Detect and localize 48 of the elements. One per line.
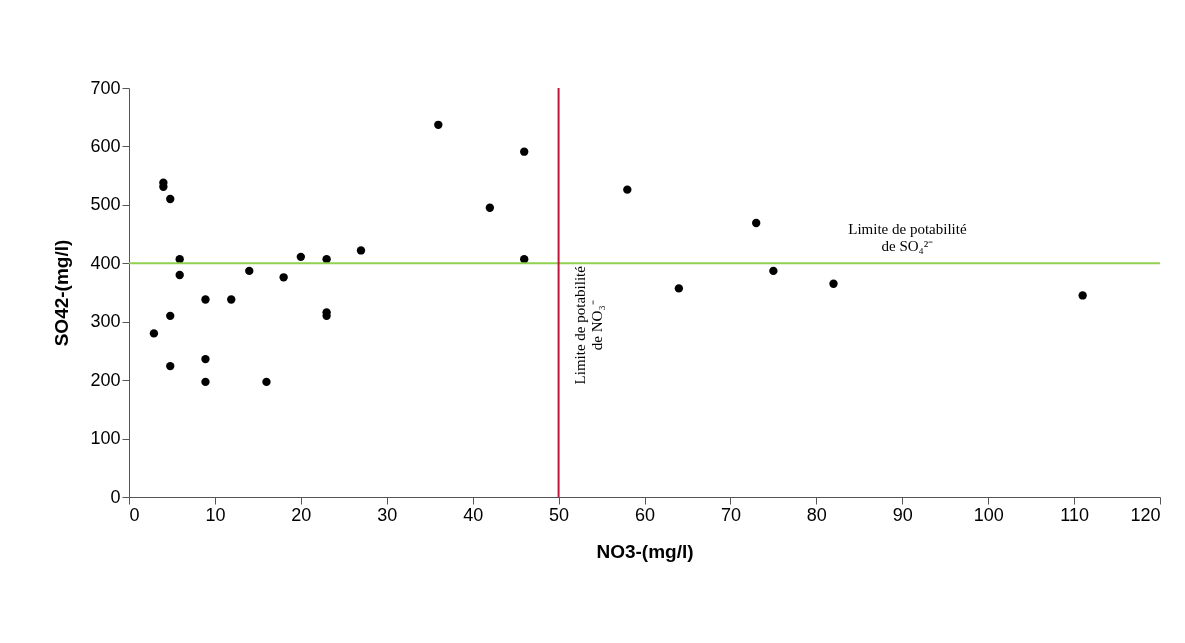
point <box>166 311 175 321</box>
point <box>201 354 210 364</box>
y-tick-label: 400 <box>90 252 121 273</box>
x-tick-label: 0 <box>129 504 140 525</box>
x-tick-label: 100 <box>973 504 1004 525</box>
point <box>434 120 443 129</box>
x-axis-title: NO3-(mg/l) <box>596 540 694 562</box>
x-tick-label: 40 <box>463 504 484 525</box>
point <box>166 361 175 371</box>
y-tick-label: 100 <box>90 428 121 449</box>
point <box>262 377 271 387</box>
x-tick-label: 60 <box>634 504 656 525</box>
point <box>245 266 254 276</box>
point <box>752 218 761 228</box>
y-tick-label: 500 <box>90 194 121 215</box>
y-tick-label: 600 <box>90 135 121 156</box>
point <box>279 273 288 282</box>
point <box>674 284 684 293</box>
point <box>1078 291 1087 300</box>
y-axis-title: SO42-(mg/l) <box>51 239 73 347</box>
x-tick-label: 20 <box>291 504 312 525</box>
point <box>166 194 175 204</box>
point <box>227 295 236 304</box>
x-tick-label: 10 <box>205 504 226 525</box>
y-tick-label: 0 <box>110 486 121 507</box>
y-tick-label: 300 <box>90 311 121 332</box>
point <box>201 295 210 304</box>
point <box>356 246 366 255</box>
x-tick-label: 30 <box>377 504 398 525</box>
point <box>149 329 159 338</box>
ref-line-label: Limite de potabilité de SO₄²⁻ <box>848 221 967 255</box>
point <box>201 377 210 387</box>
point <box>769 266 778 276</box>
x-tick-label: 110 <box>1060 504 1089 525</box>
point <box>829 279 838 288</box>
point <box>623 185 632 194</box>
x-tick-label: 90 <box>892 504 913 525</box>
point <box>296 252 306 262</box>
x-tick-label: 50 <box>549 504 570 525</box>
x-tick-label: 120 <box>1130 504 1161 525</box>
point <box>485 203 495 212</box>
ref-line-label: Limite de potabilité de NO₃⁻ <box>571 265 605 385</box>
y-tick-label: 700 <box>90 77 121 98</box>
x-tick-label: 80 <box>806 504 827 525</box>
x-tick-label: 70 <box>720 504 741 525</box>
y-tick-label: 200 <box>90 369 121 390</box>
point <box>520 147 529 156</box>
point <box>175 270 184 280</box>
